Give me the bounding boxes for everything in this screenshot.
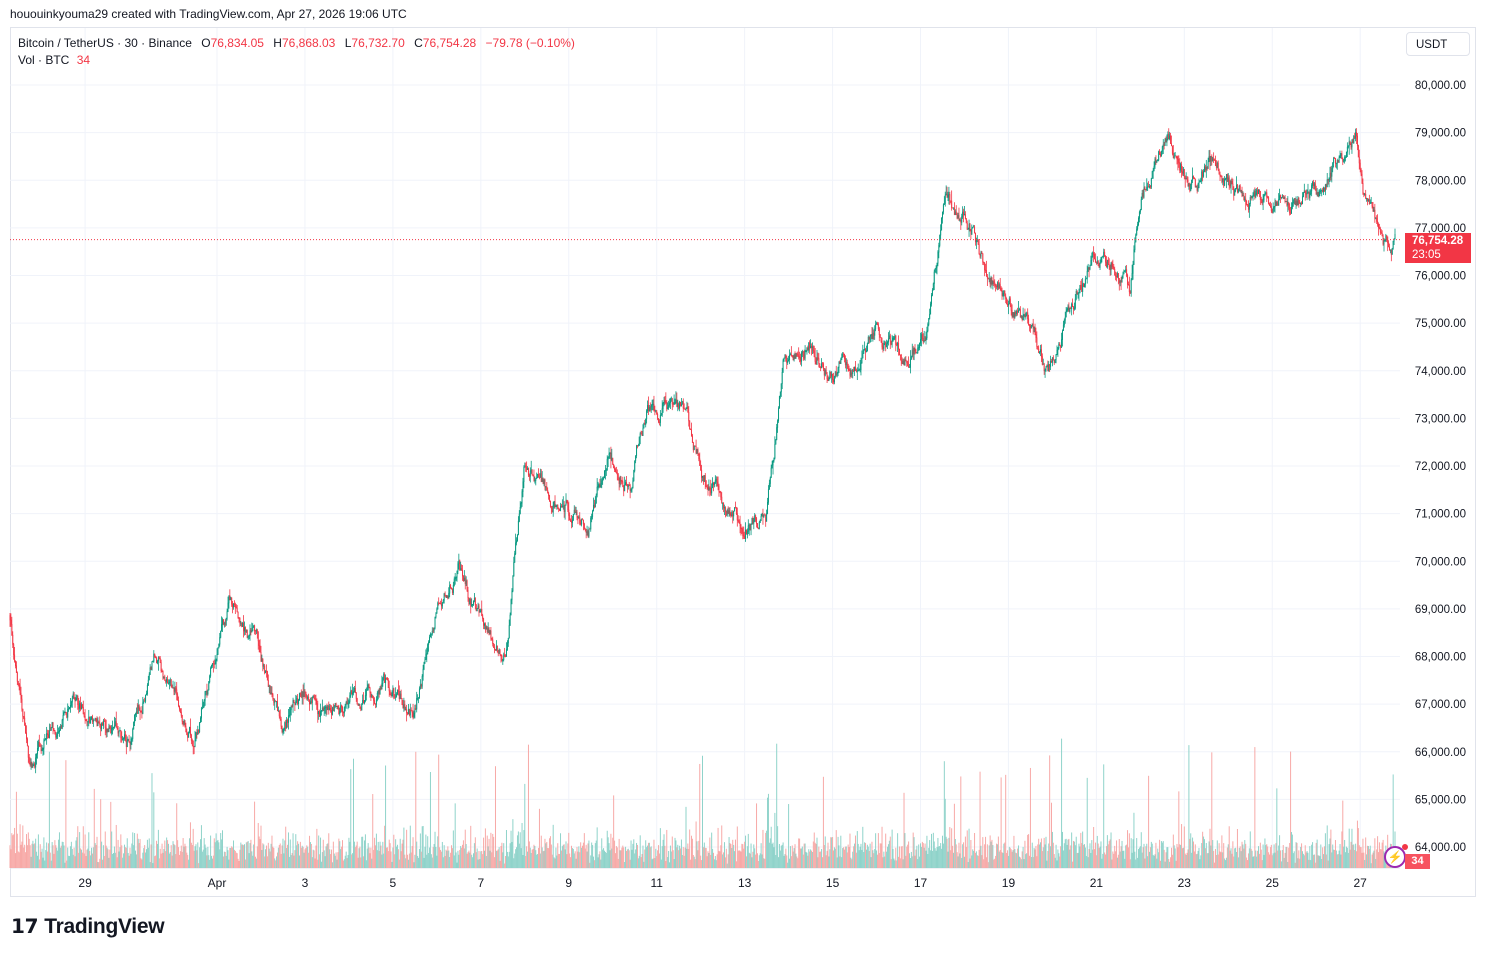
low-value: 76,732.70 bbox=[351, 36, 405, 50]
open-value: 76,834.05 bbox=[210, 36, 264, 50]
chart-credit: hououinkyouma29 created with TradingView… bbox=[10, 7, 407, 21]
symbol-title[interactable]: Bitcoin / TetherUS · 30 · Binance bbox=[18, 36, 192, 50]
price-tick: 77,000.00 bbox=[1415, 223, 1466, 235]
high-value: 76,868.03 bbox=[281, 36, 336, 50]
price-tick: 74,000.00 bbox=[1415, 366, 1466, 378]
price-tick: 67,000.00 bbox=[1415, 699, 1466, 711]
time-tick: 5 bbox=[390, 876, 397, 890]
time-tick: 15 bbox=[826, 876, 840, 890]
currency-button[interactable]: USDT bbox=[1406, 32, 1470, 56]
chart-frame[interactable] bbox=[10, 27, 1476, 897]
price-tick: 75,000.00 bbox=[1415, 318, 1466, 330]
lightning-icon[interactable]: ⚡ bbox=[1384, 844, 1408, 868]
time-tick: 7 bbox=[477, 876, 484, 890]
price-tick: 68,000.00 bbox=[1415, 652, 1466, 664]
notification-dot bbox=[1402, 844, 1408, 850]
time-tick: 27 bbox=[1354, 876, 1368, 890]
time-tick: 17 bbox=[914, 876, 928, 890]
candles bbox=[9, 128, 1396, 774]
time-tick: 11 bbox=[650, 876, 663, 890]
time-tick: 23 bbox=[1178, 876, 1192, 890]
last-price-label: 76,754.28 23:05 bbox=[1405, 233, 1471, 263]
time-tick: 13 bbox=[738, 876, 752, 890]
change-value: −79.78 (−0.10%) bbox=[485, 36, 575, 50]
price-tick: 78,000.00 bbox=[1415, 175, 1466, 187]
bar-countdown: 23:05 bbox=[1412, 249, 1441, 261]
volume-label: 34 bbox=[1405, 854, 1430, 869]
time-tick: Apr bbox=[208, 876, 227, 890]
volume-bars bbox=[9, 738, 1396, 868]
time-axis: 29 Apr 3 5 7 9 11 13 15 17 19 21 23 25 27 bbox=[78, 876, 1367, 890]
price-tick: 79,000.00 bbox=[1415, 128, 1466, 140]
volume-title[interactable]: Vol · BTC bbox=[18, 53, 70, 67]
price-tick: 64,000.00 bbox=[1415, 842, 1466, 854]
price-tick: 66,000.00 bbox=[1415, 747, 1466, 759]
price-tick: 80,000.00 bbox=[1415, 80, 1466, 92]
tradingview-logo-icon: 𝟭𝟳 bbox=[11, 916, 39, 938]
price-tick: 76,000.00 bbox=[1415, 271, 1466, 283]
grid bbox=[10, 28, 1400, 869]
time-tick: 9 bbox=[565, 876, 572, 890]
price-tick: 72,000.00 bbox=[1415, 461, 1466, 473]
time-tick: 21 bbox=[1090, 876, 1104, 890]
time-tick: 3 bbox=[302, 876, 309, 890]
price-tick: 69,000.00 bbox=[1415, 604, 1466, 616]
symbol-legend: Bitcoin / TetherUS · 30 · Binance O76,83… bbox=[18, 36, 575, 67]
time-tick: 25 bbox=[1266, 876, 1280, 890]
time-tick: 29 bbox=[78, 876, 92, 890]
volume-value: 34 bbox=[76, 53, 91, 67]
tradingview-logo[interactable]: 𝟭𝟳 TradingView bbox=[11, 914, 165, 939]
price-tick: 65,000.00 bbox=[1415, 794, 1466, 806]
time-tick: 19 bbox=[1002, 876, 1016, 890]
price-tick: 73,000.00 bbox=[1415, 413, 1466, 425]
price-axis: 80,000.00 79,000.00 78,000.00 77,000.00 76,0… bbox=[1415, 80, 1466, 854]
price-tick: 70,000.00 bbox=[1415, 556, 1466, 568]
price-tick: 71,000.00 bbox=[1415, 509, 1466, 521]
close-value: 76,754.28 bbox=[422, 36, 477, 50]
